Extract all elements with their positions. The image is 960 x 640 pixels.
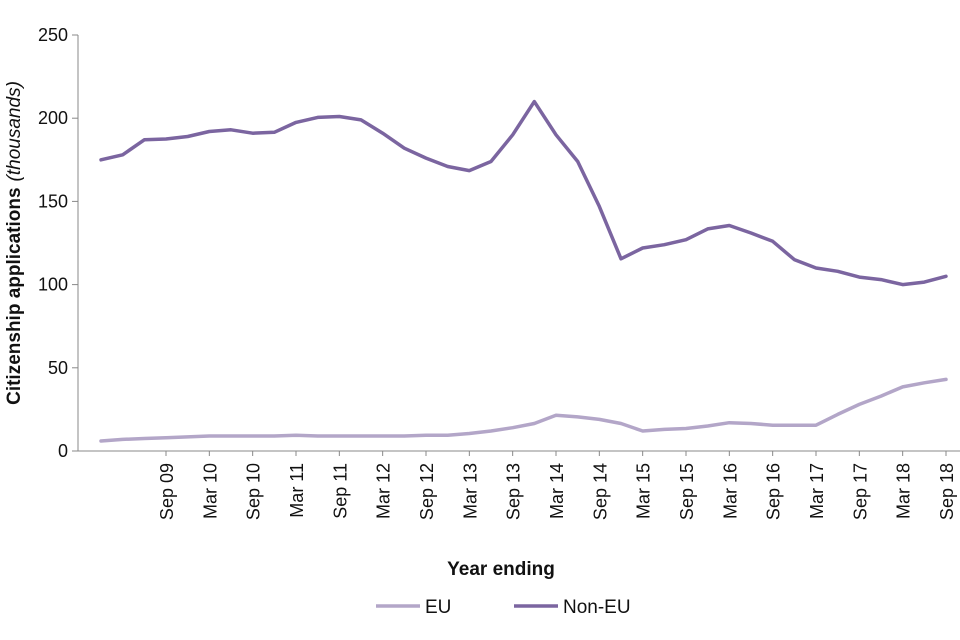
x-tick-label: Sep 14 [590,463,610,520]
y-tick-label: 200 [38,108,68,128]
y-axis-title-main: Citizenship applications [4,187,25,404]
y-tick-label: 250 [38,25,68,45]
legend-label-non-eu: Non-EU [563,597,631,618]
x-tick-label: Sep 16 [764,463,784,520]
x-tick-label: Sep 09 [157,463,177,520]
y-axis-title-units: (thousands) [4,81,25,181]
x-tick-label: Mar 16 [720,463,740,519]
x-tick-label: Mar 11 [287,463,307,518]
legend-label-eu: EU [425,597,451,618]
x-tick-label: Sep 12 [417,463,437,520]
x-tick-label: Mar 15 [634,463,654,519]
x-tick-label: Sep 13 [504,463,524,520]
x-tick-label: Sep 10 [244,463,264,520]
y-tick-label: 150 [38,191,68,211]
legend: EU Non-EU [376,597,631,618]
y-tick-label: 50 [48,358,68,378]
x-tick-labels: Sep 09 Mar 10 Sep 10 Mar 11 Sep 11 Mar 12 Sep … [157,451,957,520]
series-line-non-eu [99,99,948,287]
x-tick-label: Sep 11 [330,463,350,519]
x-tick-label: Mar 17 [807,463,827,519]
x-tick-label: Mar 10 [200,463,220,519]
y-tick-label: 0 [58,441,68,461]
x-tick-label: Sep 18 [937,463,957,520]
x-tick-label: Mar 18 [894,463,914,519]
x-axis-title: Year ending [447,559,555,580]
x-tick-label: Sep 15 [677,463,697,520]
x-tick-label: Sep 17 [850,463,870,520]
series-lines [99,99,948,443]
axes-layer [77,35,960,452]
y-tick-label: 100 [38,275,68,295]
x-tick-label: Mar 12 [374,463,394,519]
series-line-eu [99,377,948,443]
x-tick-label: Mar 14 [547,463,567,519]
x-tick-label: Mar 13 [460,463,480,519]
y-axis-title: Citizenship applications (thousands) [4,81,25,405]
y-tick-labels: 0 50 100 150 200 250 [38,25,78,461]
